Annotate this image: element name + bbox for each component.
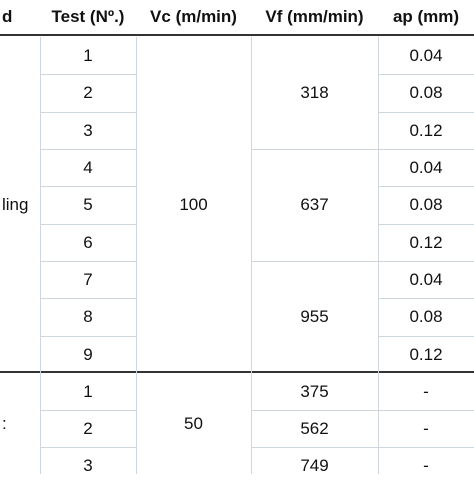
row-divider [40,224,136,225]
column-divider [136,37,137,474]
vc-value: 100 [179,195,208,214]
test-number: 1 [83,381,93,401]
test-number: 8 [83,307,93,326]
column-divider [251,37,252,474]
ap-value: 0.04 [409,45,443,65]
row-divider [40,447,136,448]
test-number: 2 [83,418,93,438]
ap-value: 0.12 [409,232,443,252]
vf-value: 955 [300,307,329,326]
ap-value: - [423,455,429,475]
row-divider [40,261,136,262]
group-rule [0,371,474,373]
test-number: 4 [83,157,93,177]
test-number: 1 [83,45,93,65]
test-number: 2 [83,83,93,102]
test-number: 9 [83,344,93,364]
group-label: : [2,413,7,433]
ap-value: 0.04 [409,269,443,289]
row-divider [378,336,474,337]
row-divider [40,336,136,337]
ap-value: 0.08 [409,307,443,326]
header-col0: d [2,7,13,26]
row-divider [378,298,474,299]
row-divider [251,149,474,150]
test-number: 7 [83,269,93,289]
row-divider [378,112,474,113]
header-vc: Vc (m/min) [150,7,237,26]
header-ap: ap (mm) [392,7,460,26]
vf-value: 318 [300,83,329,102]
row-divider [378,186,474,187]
ap-value: 0.08 [409,195,443,214]
header-vf: Vf (mm/min) [265,7,364,26]
row-divider [40,74,136,75]
ap-value: 0.04 [409,157,443,177]
row-divider [251,410,474,411]
row-divider [40,112,136,113]
ap-value: 0.08 [409,83,443,102]
row-divider [40,149,136,150]
test-number: 3 [83,455,93,475]
row-divider [40,186,136,187]
ap-value: - [423,381,429,401]
row-divider [251,261,474,262]
group-label: ling [2,195,29,214]
row-divider [40,298,136,299]
vf-value: 375 [300,381,329,401]
test-number: 3 [83,120,93,140]
column-divider [378,37,379,474]
vf-value: 637 [300,195,329,214]
test-number: 6 [83,232,93,252]
row-divider [251,447,474,448]
row-divider [378,224,474,225]
header-rule [0,34,474,36]
column-divider [40,37,41,474]
row-divider [40,410,136,411]
header-test: Test (Nº.) [51,7,125,26]
ap-value: 0.12 [409,344,443,364]
ap-value: 0.12 [409,120,443,140]
ap-value: - [423,418,429,438]
vf-value: 562 [300,418,329,438]
vf-value: 749 [300,455,329,475]
test-number: 5 [83,195,93,214]
row-divider [378,74,474,75]
vc-value: 50 [184,413,203,433]
